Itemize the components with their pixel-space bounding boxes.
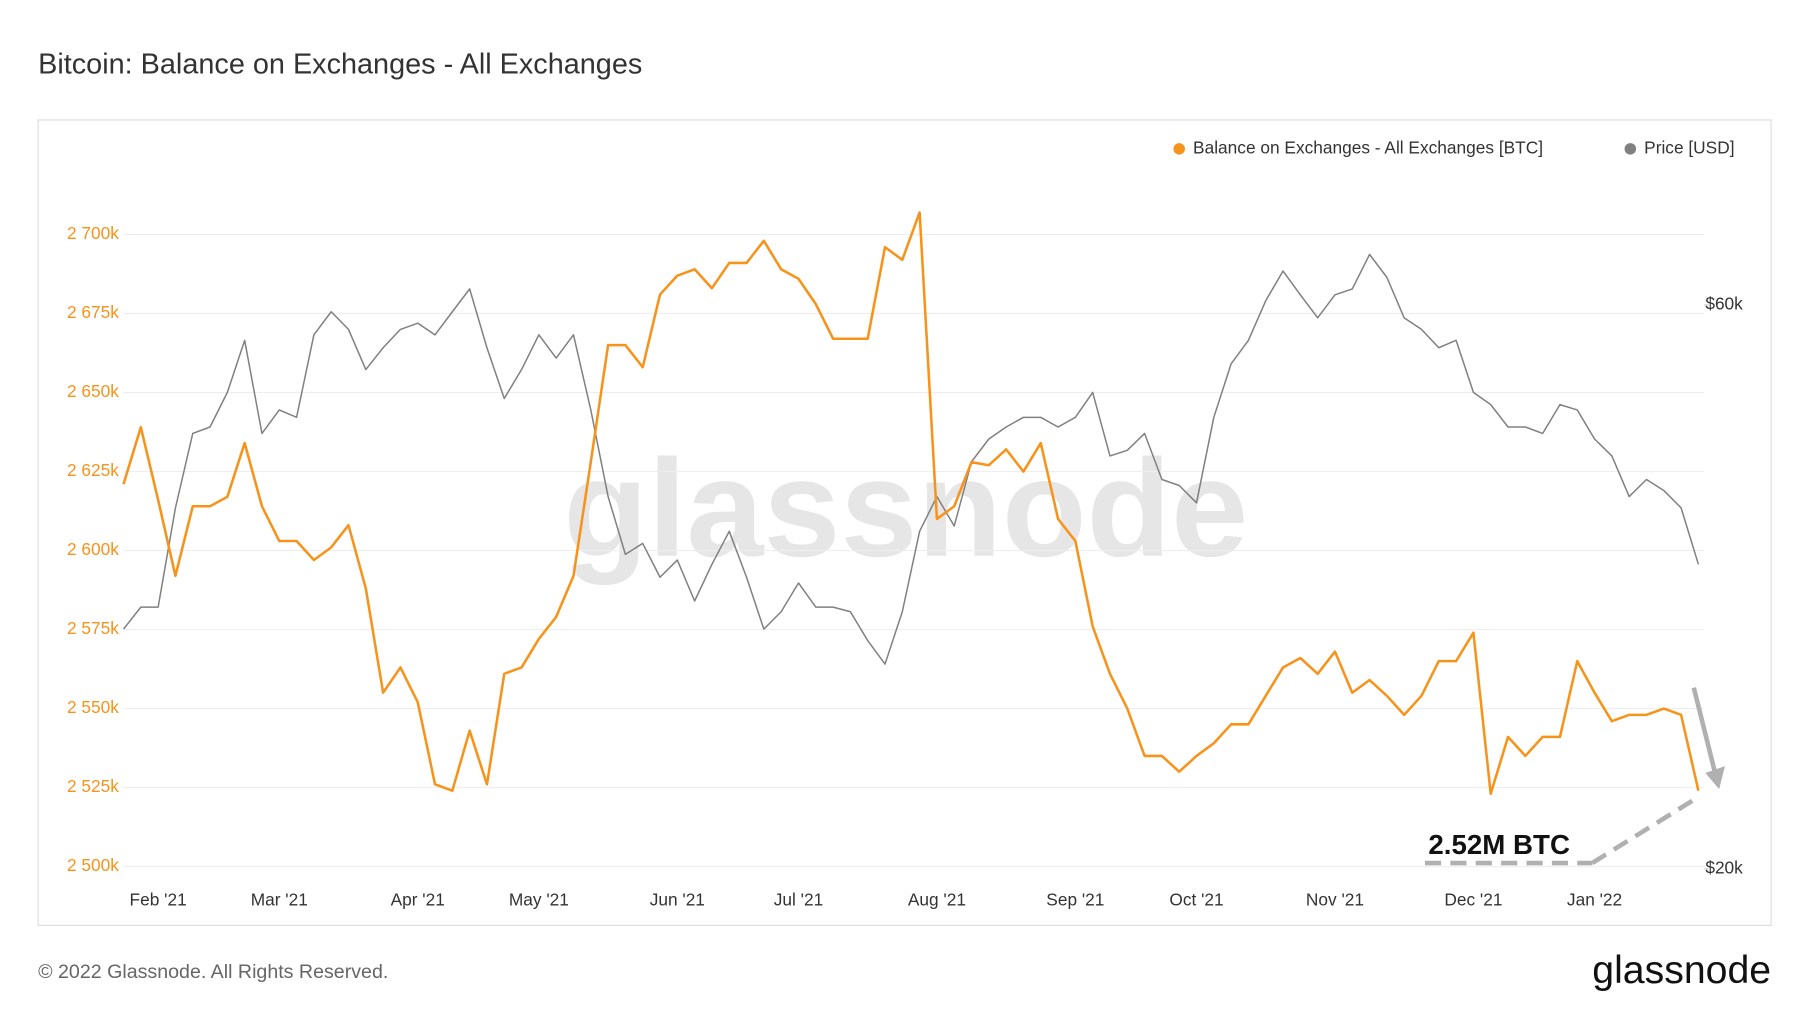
x-tick-label: Oct '21 [1169,890,1223,910]
arrow-head [1705,766,1725,790]
legend: Balance on Exchanges - All Exchanges [BT… [1173,137,1735,157]
legend-label: Balance on Exchanges - All Exchanges [BT… [1193,137,1543,157]
legend-swatch [1624,143,1637,155]
y-tick-label: 2 500k [67,855,119,875]
arrow [1691,687,1717,772]
x-tick-label: May '21 [509,890,569,910]
footer: © 2022 Glassnode. All Rights Reserved. [38,961,388,983]
grid: 2 500k 2 525k 2 550k 2 575k 2 600k 2 625k 2 65… [67,223,1743,910]
series-line [122,211,1700,796]
annotation-line [1591,796,1698,865]
chart-frame [37,119,1772,926]
y-tick-label: 2 550k [67,697,119,717]
y-tick-label: 2 575k [67,618,119,638]
y-tick-label: 2 600k [67,539,119,559]
x-tick-label: Jan '22 [1567,890,1622,910]
x-tick-label: Nov '21 [1306,890,1364,910]
x-tick-label: Feb '21 [130,890,187,910]
y-tick-label: 2 625k [67,460,119,480]
legend-label: Price [USD] [1644,137,1734,157]
x-tick-label: Jun '21 [650,890,705,910]
x-tick-label: Dec '21 [1444,890,1502,910]
legend-swatch [1173,143,1185,155]
x-tick-label: Jul '21 [774,890,823,910]
y2-tick-label: $20k [1705,857,1743,877]
y2-tick-label: $60k [1705,293,1743,313]
x-tick-label: Mar '21 [251,890,308,910]
x-tick-label: Sep '21 [1046,890,1104,910]
x-tick-label: Apr '21 [391,890,445,910]
logo: glassnode [1592,948,1771,992]
chart-title: Bitcoin: Balance on Exchanges - All Exch… [38,48,642,80]
series-line [122,253,1700,665]
y-tick-label: 2 650k [67,381,119,401]
y-tick-label: 2 675k [67,302,119,322]
y-tick-label: 2 700k [67,223,119,243]
annotation: 2.52M BTC [1428,829,1570,860]
plot [122,211,1700,796]
x-tick-label: Aug '21 [908,890,966,910]
watermark: glassnode [563,432,1248,586]
y-tick-label: 2 525k [67,776,119,796]
